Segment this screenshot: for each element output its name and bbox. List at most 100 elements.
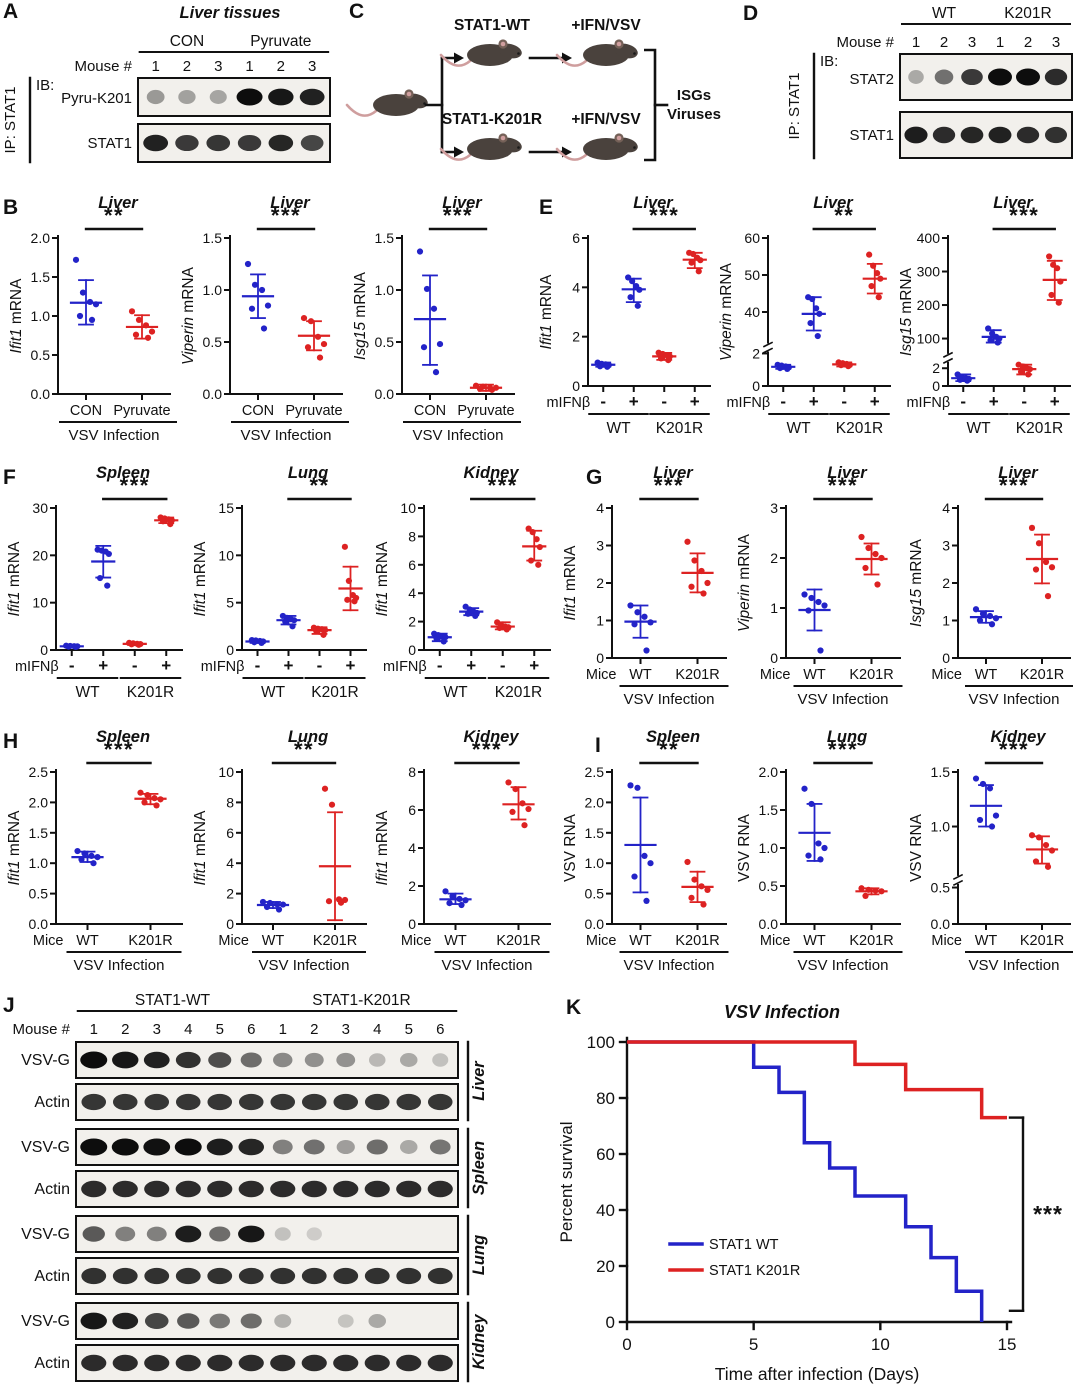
svg-text:3: 3 <box>596 538 604 554</box>
svg-text:3: 3 <box>968 34 976 51</box>
svg-text:+: + <box>529 656 539 675</box>
chart-liver-isg15-ifn: Liver *** 0 2 100 200 300 400 mIFNβ - + - + WT K201R Is… <box>898 192 1078 460</box>
svg-text:400: 400 <box>917 230 941 246</box>
panel-letter-h: H <box>3 730 19 753</box>
svg-text:Mice: Mice <box>931 667 962 683</box>
scatter-group <box>256 898 290 913</box>
svg-text:4: 4 <box>572 279 580 295</box>
chart-lung-ifit1-vsv: Lung ** 0 2 4 6 8 10 Mice WT K201R VSV Infection Ifi… <box>192 726 374 990</box>
svg-text:Time after infection (Days): Time after infection (Days) <box>715 1364 920 1384</box>
svg-text:1.0: 1.0 <box>585 855 605 871</box>
svg-text:4: 4 <box>942 500 950 516</box>
svg-text:K201R: K201R <box>656 420 703 437</box>
svg-text:**: ** <box>294 737 314 762</box>
svg-text:Ifit1 mRNA: Ifit1 mRNA <box>8 278 25 354</box>
svg-text:Pyruvate: Pyruvate <box>250 33 311 50</box>
scatter-group <box>591 359 616 370</box>
svg-text:Mice: Mice <box>760 667 791 683</box>
svg-text:***: *** <box>443 203 473 228</box>
chart-liver-isg15-vsv: Liver *** 0 1 2 3 4 Mice WT K201R VSV Infection Isg… <box>908 462 1078 724</box>
svg-text:mIFNβ: mIFNβ <box>546 395 590 411</box>
scatter-group <box>297 314 331 361</box>
svg-text:Mouse #: Mouse # <box>74 58 132 75</box>
svg-text:Viruses: Viruses <box>667 106 721 123</box>
svg-text:K201R: K201R <box>1020 667 1064 683</box>
svg-text:K201R: K201R <box>311 684 358 701</box>
svg-text:VSV Infection: VSV Infection <box>74 957 165 974</box>
svg-text:2: 2 <box>226 886 234 902</box>
svg-text:2: 2 <box>121 1021 129 1038</box>
svg-text:WT: WT <box>443 684 468 701</box>
svg-text:2: 2 <box>408 614 416 630</box>
svg-text:Kidney: Kidney <box>990 728 1046 746</box>
svg-text:***: *** <box>828 473 858 498</box>
svg-text:+IFN/VSV: +IFN/VSV <box>571 111 641 128</box>
scatter-group <box>413 248 447 376</box>
svg-text:10: 10 <box>400 500 416 516</box>
svg-text:10: 10 <box>871 1335 890 1354</box>
svg-text:VSV Infection: VSV Infection <box>69 427 160 444</box>
scatter-group <box>59 642 84 651</box>
svg-text:40: 40 <box>744 304 760 320</box>
svg-text:Liver: Liver <box>813 194 854 212</box>
svg-text:Liver: Liver <box>98 194 139 212</box>
chart-H2-svg: Lung** 0 2 4 6 8 10 Mice WT K201R VSV Infection Ifi… <box>192 728 367 974</box>
svg-text:0: 0 <box>606 1313 615 1332</box>
survival-curve-blue <box>627 1040 984 1322</box>
svg-text:300: 300 <box>917 264 941 280</box>
chart-I2-svg: Lung*** 0.0 0.5 1.0 1.5 2.0 Mice WT K201R VSV Inf… <box>736 728 903 974</box>
svg-text:Spleen: Spleen <box>646 728 700 746</box>
svg-text:Liver: Liver <box>270 194 311 212</box>
svg-text:-: - <box>69 656 75 675</box>
svg-text:5: 5 <box>405 1021 413 1038</box>
svg-text:VSV-G: VSV-G <box>21 1139 70 1156</box>
svg-text:2: 2 <box>770 550 778 566</box>
svg-text:2: 2 <box>572 329 580 345</box>
svg-text:***: *** <box>1009 203 1039 228</box>
svg-text:0: 0 <box>408 642 416 658</box>
svg-text:40: 40 <box>596 1201 615 1220</box>
svg-text:Kidney: Kidney <box>463 464 519 482</box>
svg-text:WT: WT <box>803 667 826 683</box>
svg-text:-: - <box>1021 392 1027 411</box>
svg-text:ISGs: ISGs <box>677 87 711 104</box>
scatter-group <box>624 782 657 904</box>
svg-text:CON: CON <box>70 403 102 419</box>
mouse-icon <box>439 39 522 67</box>
scatter-group <box>855 885 888 899</box>
svg-text:***: *** <box>828 737 858 762</box>
svg-text:Spleen: Spleen <box>470 1141 488 1195</box>
svg-text:1.0: 1.0 <box>375 282 395 298</box>
svg-text:-: - <box>500 656 506 675</box>
svg-text:Mice: Mice <box>931 933 962 949</box>
svg-text:Lung: Lung <box>288 728 328 746</box>
svg-text:4: 4 <box>408 585 416 601</box>
svg-text:-: - <box>600 392 606 411</box>
panel-a-svg: Liver tissues CON Pyruvate Mouse # 1 2 3 1 2 3 IB:… <box>2 4 331 164</box>
svg-text:2: 2 <box>277 58 285 75</box>
svg-text:mIFNβ: mIFNβ <box>201 659 245 675</box>
svg-text:10: 10 <box>218 547 234 563</box>
svg-text:+: + <box>98 656 108 675</box>
svg-text:Spleen: Spleen <box>96 464 150 482</box>
svg-text:Liver tissues: Liver tissues <box>180 4 281 22</box>
scatter-group <box>71 847 104 867</box>
svg-text:VSV RNA: VSV RNA <box>908 813 925 882</box>
svg-text:+IFN/VSV: +IFN/VSV <box>571 17 641 34</box>
svg-text:2: 2 <box>752 345 760 361</box>
panel-a-westernblot: Liver tissues CON Pyruvate Mouse # 1 2 3 1 2 3 IB:… <box>0 0 340 190</box>
svg-text:Mice: Mice <box>586 667 617 683</box>
svg-text:VSV Infection: VSV Infection <box>724 1002 840 1022</box>
svg-text:***: *** <box>999 473 1029 498</box>
svg-text:3: 3 <box>308 58 316 75</box>
svg-text:2: 2 <box>1024 34 1032 51</box>
chart-B2-svg: Liver*** 0.0 0.5 1.0 1.5 CON Pyruvate VSV Infec… <box>180 194 349 444</box>
svg-text:0: 0 <box>408 916 416 932</box>
mouse-icon <box>555 133 638 161</box>
svg-text:STAT1-K201R: STAT1-K201R <box>442 111 542 128</box>
svg-text:0.5: 0.5 <box>31 347 51 363</box>
svg-text:K201R: K201R <box>675 933 719 949</box>
svg-text:Mouse #: Mouse # <box>836 34 894 51</box>
svg-text:10: 10 <box>218 764 234 780</box>
